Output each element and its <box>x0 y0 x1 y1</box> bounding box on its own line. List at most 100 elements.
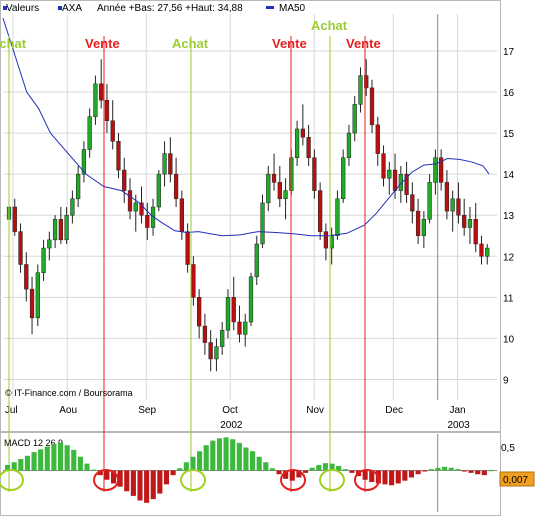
ma50-legend-swatch <box>266 6 274 9</box>
macd-bar <box>57 442 64 471</box>
candle-body <box>243 321 248 335</box>
x-tick-label: Aou <box>59 405 77 416</box>
signal-lines: Achat Vente Achat Vente Achat Vente <box>0 18 381 492</box>
candle-body <box>392 169 398 191</box>
candle-body <box>364 75 369 89</box>
candle-body <box>444 182 450 212</box>
macd-bar <box>11 462 17 471</box>
y-tick-label: 13 <box>503 211 515 222</box>
candle-body <box>306 136 311 158</box>
candle-body <box>410 194 415 212</box>
macd-bar <box>408 470 415 478</box>
candle-body <box>387 169 392 179</box>
macd-y-tick: 0,5 <box>501 443 515 454</box>
x-tick-label: Dec <box>385 405 403 416</box>
candle-body <box>283 190 288 200</box>
candle-body <box>294 128 300 158</box>
macd-last-value-box <box>499 471 535 487</box>
macd-bar <box>18 459 24 471</box>
macd-bar <box>276 470 282 475</box>
candle-body <box>191 264 196 298</box>
candle-body <box>81 149 87 175</box>
macd-histogram <box>3 437 497 503</box>
macd-bar <box>382 470 388 485</box>
candle-body <box>421 219 426 236</box>
x-tick-label: Jan <box>449 405 465 416</box>
macd-bar <box>51 443 57 471</box>
macd-circle-achat <box>319 469 345 491</box>
macd-bar <box>389 470 395 486</box>
macd-bar <box>362 470 368 480</box>
macd-circle-achat <box>0 469 24 491</box>
macd-bar <box>256 456 262 471</box>
y-tick-label: 9 <box>503 375 509 386</box>
price-grid <box>3 14 497 512</box>
macd-bar <box>369 470 375 483</box>
candle-body <box>139 202 144 216</box>
candle-body <box>415 210 421 236</box>
candle-body <box>352 104 357 134</box>
macd-bar <box>428 469 434 471</box>
candle-body <box>41 247 46 273</box>
x-tick-label: Nov <box>306 405 324 416</box>
macd-bar <box>5 465 11 471</box>
macd-bar <box>137 470 143 501</box>
y-tick-label: 12 <box>503 252 515 263</box>
header-valeurs-label: Valeurs <box>6 3 39 14</box>
macd-bar <box>130 470 136 496</box>
macd-bar <box>170 470 176 476</box>
macd-bar <box>243 447 249 471</box>
macd-bar <box>157 470 163 494</box>
header-symbol: AXA <box>62 3 82 14</box>
macd-bar <box>283 470 289 479</box>
candle-body <box>208 342 213 360</box>
macd-bar <box>216 438 223 471</box>
macd-bar <box>197 451 203 471</box>
macd-bar <box>422 470 428 472</box>
candle-body <box>473 219 478 245</box>
candle-body <box>369 87 375 126</box>
candle-body <box>312 157 317 191</box>
macd-bar <box>38 449 44 471</box>
candle-body <box>456 198 461 216</box>
macd-bar <box>349 470 355 473</box>
macd-bar <box>269 468 275 471</box>
candle-body <box>335 198 340 236</box>
macd-bar <box>250 451 256 471</box>
macd-bar <box>455 469 461 471</box>
y-tick-label: 17 <box>503 47 515 58</box>
macd-bar <box>177 468 183 471</box>
y-tick-label: 15 <box>503 129 515 140</box>
candle-body <box>179 198 184 232</box>
year-label: 2002 <box>220 420 243 431</box>
y-tick-label: 11 <box>503 293 514 304</box>
macd-bar <box>342 469 348 471</box>
candle-body <box>260 202 265 245</box>
candle-body <box>104 99 110 122</box>
candle-body <box>346 132 352 158</box>
x-tick-label: Oct <box>222 405 238 416</box>
signal-label-vente: Vente <box>85 36 120 51</box>
macd-bar <box>110 470 117 484</box>
macd-bar <box>448 467 454 471</box>
candle-body <box>375 124 380 154</box>
signal-label-achat: Achat <box>172 36 209 51</box>
candle-body <box>237 321 242 335</box>
signal-label-vente: Vente <box>272 36 307 51</box>
candle-body <box>214 346 219 360</box>
candle-body <box>433 157 438 183</box>
copyright-text: © IT-Finance.com / Boursorama <box>5 388 133 398</box>
macd-circle-vente <box>280 469 306 491</box>
candle-body <box>220 329 225 347</box>
y-tick-label: 16 <box>503 88 515 99</box>
y-tick-label: 10 <box>503 334 515 345</box>
candle-body <box>318 190 323 232</box>
ma50-line <box>2 17 490 237</box>
macd-bar <box>144 470 150 503</box>
macd-bar <box>316 465 322 471</box>
macd-bar <box>435 467 441 471</box>
candle-body <box>12 206 17 232</box>
macd-bar <box>190 456 196 471</box>
macd-circle-achat <box>180 469 206 491</box>
candle-body <box>300 128 305 138</box>
